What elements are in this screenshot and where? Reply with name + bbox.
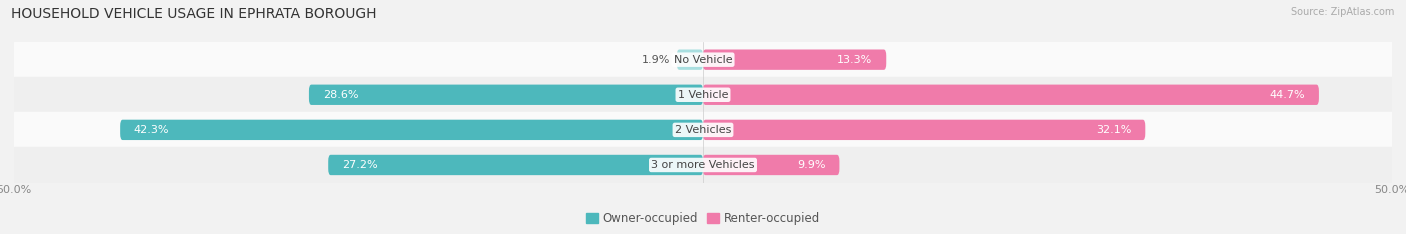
Text: No Vehicle: No Vehicle: [673, 55, 733, 65]
Text: HOUSEHOLD VEHICLE USAGE IN EPHRATA BOROUGH: HOUSEHOLD VEHICLE USAGE IN EPHRATA BOROU…: [11, 7, 377, 21]
Bar: [14, 147, 1392, 183]
Text: 42.3%: 42.3%: [134, 125, 170, 135]
Bar: [14, 112, 1392, 147]
Text: 3 or more Vehicles: 3 or more Vehicles: [651, 160, 755, 170]
FancyBboxPatch shape: [309, 84, 703, 105]
Text: 32.1%: 32.1%: [1097, 125, 1132, 135]
Text: 13.3%: 13.3%: [837, 55, 873, 65]
FancyBboxPatch shape: [120, 120, 703, 140]
FancyBboxPatch shape: [676, 49, 703, 70]
Text: 9.9%: 9.9%: [797, 160, 825, 170]
Text: 1 Vehicle: 1 Vehicle: [678, 90, 728, 100]
Bar: [14, 42, 1392, 77]
Text: Source: ZipAtlas.com: Source: ZipAtlas.com: [1291, 7, 1395, 17]
Text: 44.7%: 44.7%: [1270, 90, 1305, 100]
Text: 2 Vehicles: 2 Vehicles: [675, 125, 731, 135]
FancyBboxPatch shape: [328, 155, 703, 175]
FancyBboxPatch shape: [703, 84, 1319, 105]
Text: 27.2%: 27.2%: [342, 160, 378, 170]
Text: 1.9%: 1.9%: [641, 55, 669, 65]
FancyBboxPatch shape: [703, 49, 886, 70]
FancyBboxPatch shape: [703, 120, 1146, 140]
Text: 28.6%: 28.6%: [323, 90, 359, 100]
Legend: Owner-occupied, Renter-occupied: Owner-occupied, Renter-occupied: [581, 208, 825, 230]
FancyBboxPatch shape: [703, 155, 839, 175]
Bar: [14, 77, 1392, 112]
